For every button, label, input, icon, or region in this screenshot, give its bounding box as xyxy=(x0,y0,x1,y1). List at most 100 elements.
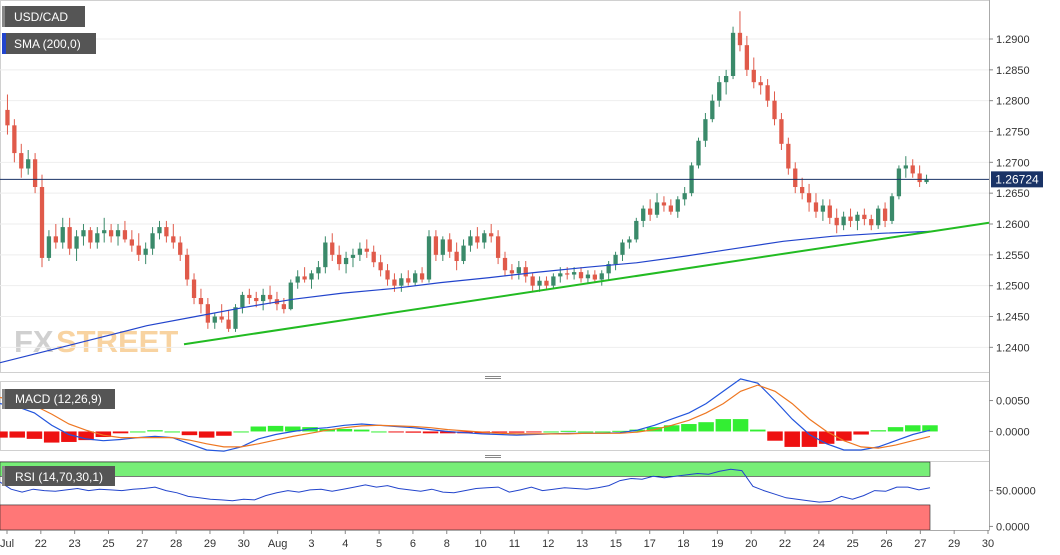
candle xyxy=(53,224,58,249)
candle xyxy=(599,270,604,286)
candle-body xyxy=(737,32,743,46)
candle xyxy=(88,227,93,249)
candle xyxy=(765,79,770,107)
macd-histogram-bar xyxy=(818,431,835,444)
candle-body xyxy=(779,119,784,144)
macd-signal-line xyxy=(0,384,931,449)
candle-body xyxy=(730,32,736,76)
candle-body xyxy=(122,230,128,240)
macd-tag[interactable]: MACD (12,26,9) xyxy=(2,389,115,409)
candle-body xyxy=(102,230,107,234)
rsi-tick-label: 50.0000 xyxy=(996,486,1036,498)
candle xyxy=(641,205,646,228)
rsi-y-axis: 50.0000 0.0000 xyxy=(989,486,1036,533)
y-tick-label: 1.2400 xyxy=(996,342,1030,354)
candle-body xyxy=(682,193,687,200)
candle-body xyxy=(862,214,867,220)
macd-histogram-bar xyxy=(612,430,628,432)
pane-divider-handle-2[interactable] xyxy=(484,454,502,459)
candle-body xyxy=(81,230,86,237)
candle xyxy=(730,26,736,80)
candle-body xyxy=(571,272,577,275)
candle-body xyxy=(551,276,556,286)
candle-body xyxy=(95,233,100,243)
candle-body xyxy=(316,267,321,274)
candle xyxy=(661,196,667,212)
candle xyxy=(150,227,155,255)
candle-body xyxy=(364,248,369,252)
candle xyxy=(502,251,508,277)
time-x-axis: Jul 22 23 25 27 28 29 30 Aug 3 4 5 6 8 10 11 12 13 15 17 18 1… xyxy=(0,530,994,550)
candle xyxy=(827,199,832,224)
x-tick-label: 18 xyxy=(677,538,689,550)
y-tick-label: 1.2650 xyxy=(996,188,1030,200)
candle-body xyxy=(191,279,197,298)
candle-body xyxy=(178,242,183,255)
y-tick-label: 1.2450 xyxy=(996,312,1030,324)
x-tick-label: 11 xyxy=(509,538,520,550)
x-tick-label: 4 xyxy=(342,538,348,550)
x-tick-label: 22 xyxy=(35,538,47,550)
candle-body xyxy=(647,208,653,215)
candle xyxy=(95,227,100,249)
candle-body xyxy=(896,168,902,197)
candle xyxy=(274,291,280,311)
watermark-street: STREET xyxy=(56,324,178,359)
candle-body xyxy=(413,273,418,283)
candle xyxy=(489,224,494,243)
candle-body xyxy=(924,179,929,183)
macd-histogram-bar xyxy=(285,426,301,432)
macd-tick-label: 0.0000 xyxy=(996,426,1030,438)
candle-body xyxy=(917,173,922,183)
trendline xyxy=(183,221,990,346)
x-tick-label: 22 xyxy=(779,538,791,550)
rsi-tag[interactable]: RSI (14,70,30,1) xyxy=(2,466,115,486)
candle-body xyxy=(309,273,314,280)
candle xyxy=(143,242,148,265)
macd-histogram-bar xyxy=(371,431,387,433)
candle-body xyxy=(558,273,563,277)
candle-body xyxy=(226,319,231,329)
candle-body xyxy=(717,82,722,101)
candle-body xyxy=(447,239,452,252)
candle-body xyxy=(385,270,390,280)
pane-divider-handle[interactable] xyxy=(484,375,502,380)
candle xyxy=(813,193,819,218)
last-price-badge: 1.26724 xyxy=(991,171,1043,188)
candle xyxy=(869,214,874,231)
candle-body xyxy=(806,193,812,203)
instrument-tag[interactable]: USD/CAD xyxy=(2,6,85,27)
candle-body xyxy=(260,294,266,302)
candle xyxy=(413,270,418,286)
candle-body xyxy=(482,233,487,243)
candle-body xyxy=(869,219,874,226)
macd-histogram-bar xyxy=(836,431,852,441)
candle xyxy=(509,264,515,280)
sma-tag[interactable]: SMA (200,0) xyxy=(2,33,96,54)
candle xyxy=(530,273,535,292)
candle xyxy=(364,239,369,258)
macd-histogram-bar xyxy=(0,431,8,438)
candle-body xyxy=(46,236,52,258)
candle xyxy=(516,261,521,280)
x-tick-label: 30 xyxy=(982,538,994,550)
candle xyxy=(544,276,549,289)
candle-body xyxy=(108,230,114,237)
macd-histogram-bar xyxy=(440,431,456,434)
candle xyxy=(191,273,197,305)
macd-label: MACD (12,26,9) xyxy=(15,392,102,406)
x-tick-label: 27 xyxy=(136,538,148,550)
candle-body xyxy=(371,251,376,263)
candle xyxy=(357,242,363,261)
candle-body xyxy=(164,227,169,237)
candle xyxy=(343,251,349,274)
candle-body xyxy=(440,239,445,255)
candle xyxy=(212,313,217,329)
candle xyxy=(81,224,86,246)
macd-histogram-bar xyxy=(491,431,508,433)
price-gridlines xyxy=(0,38,989,348)
candle xyxy=(537,276,542,292)
candle-body xyxy=(198,298,204,305)
candle-body xyxy=(537,280,542,286)
candle xyxy=(461,239,466,265)
